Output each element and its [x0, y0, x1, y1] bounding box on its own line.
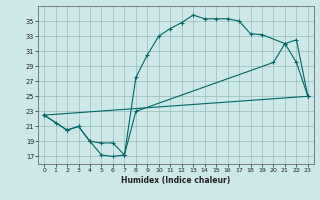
X-axis label: Humidex (Indice chaleur): Humidex (Indice chaleur)	[121, 176, 231, 185]
